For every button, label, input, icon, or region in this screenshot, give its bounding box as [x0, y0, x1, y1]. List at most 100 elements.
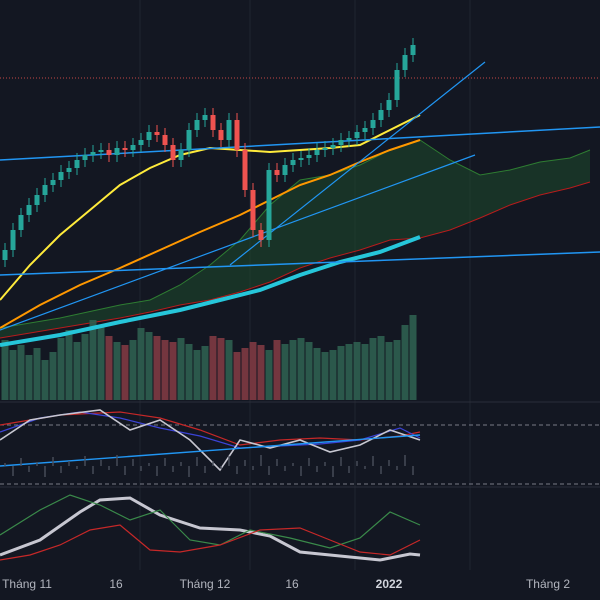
candle-body [226, 120, 232, 140]
candlesticks [2, 38, 416, 267]
volume-bar [81, 334, 89, 400]
volume-bar [385, 342, 393, 400]
volume-bar [313, 348, 321, 400]
candle-body [34, 195, 40, 205]
candle-body [10, 230, 16, 250]
chart-background [0, 0, 600, 570]
candle-body [210, 115, 216, 130]
volume-bar [41, 360, 49, 400]
volume-bar [289, 340, 297, 400]
volume-bar [401, 325, 409, 400]
candle-body [266, 170, 272, 240]
candle-body [370, 120, 376, 128]
volume-bar [409, 315, 417, 400]
candle-body [58, 172, 64, 180]
volume-bar [273, 340, 281, 400]
candle-body [402, 55, 408, 70]
volume-bar [1, 340, 9, 400]
volume-bar [257, 345, 265, 400]
volume-bar [137, 328, 145, 400]
osc2-red-line [0, 524, 421, 561]
candle-body [218, 130, 224, 140]
volume-bar [169, 342, 177, 400]
volume-bar [129, 340, 137, 400]
candle-body [98, 150, 104, 152]
candle-body [274, 170, 280, 175]
candle-body [314, 150, 320, 155]
candle-body [282, 165, 288, 175]
volume-bar [73, 342, 81, 400]
volume-bar [353, 342, 361, 400]
candle-body [394, 70, 400, 100]
time-axis: Tháng 11 16 Tháng 12 16 2022 Tháng 2 [2, 577, 570, 591]
oscillator-panel-1 [0, 409, 600, 485]
osc1-signal-line [0, 411, 421, 449]
volume-bar [377, 336, 385, 400]
volume-bar [161, 340, 169, 400]
volume-bar [217, 338, 225, 400]
volume-bar [345, 344, 353, 400]
volume-bar [25, 355, 33, 400]
volume-bar [65, 330, 73, 400]
candle-body [250, 190, 256, 230]
osc2-main-line [0, 496, 421, 562]
candle-body [170, 145, 176, 160]
candle-body [130, 145, 136, 150]
candle-body [194, 120, 200, 130]
candle-body [234, 120, 240, 150]
volume-bar [305, 342, 313, 400]
candle-body [258, 230, 264, 240]
volume-bar [233, 352, 241, 400]
candle-body [410, 45, 416, 55]
volume-bar [97, 325, 105, 400]
osc1-trendline [0, 434, 421, 467]
candle-body [354, 132, 360, 138]
volume-bar [33, 348, 41, 400]
candle-body [330, 145, 336, 148]
candle-body [114, 148, 120, 155]
osc2-green-line [0, 494, 421, 549]
candle-body [162, 135, 168, 145]
candle-body [50, 180, 56, 185]
volume-bar [9, 350, 17, 400]
candle-body [106, 150, 112, 155]
volume-bar [337, 346, 345, 400]
axis-tick-label: Tháng 12 [180, 577, 231, 591]
axis-tick-label: 16 [285, 577, 299, 591]
candle-body [74, 160, 80, 168]
candle-body [290, 160, 296, 165]
volume-bar [281, 344, 289, 400]
trendline-lower [0, 251, 600, 276]
candle-body [138, 140, 144, 145]
volume-bar [49, 352, 57, 400]
candle-body [202, 115, 208, 120]
volume-bar [121, 345, 129, 400]
axis-tick-label: 2022 [376, 577, 403, 591]
volume-bar [185, 344, 193, 400]
volume-bar [249, 342, 257, 400]
volume-bar [153, 336, 161, 400]
candle-body [298, 158, 304, 160]
ichimoku-cloud [0, 139, 591, 339]
volume-bar [105, 336, 113, 400]
candle-body [18, 215, 24, 230]
volume-bar [265, 350, 273, 400]
trendline-steep [229, 61, 486, 266]
candle-body [242, 150, 248, 190]
volume-bar [393, 340, 401, 400]
axis-tick-label: Tháng 2 [526, 577, 570, 591]
axis-tick-label: Tháng 11 [2, 577, 52, 591]
indicator-lines [0, 61, 600, 347]
candle-body [26, 205, 32, 215]
volume-bar [209, 336, 217, 400]
candle-body [362, 128, 368, 132]
candle-body [42, 185, 48, 195]
oscillator-panel-2 [0, 494, 421, 562]
candle-body [146, 132, 152, 140]
volume-bar [369, 338, 377, 400]
candle-body [378, 110, 384, 120]
volume-bar [17, 345, 25, 400]
candle-body [122, 148, 128, 150]
ma-slow-line [0, 235, 421, 347]
